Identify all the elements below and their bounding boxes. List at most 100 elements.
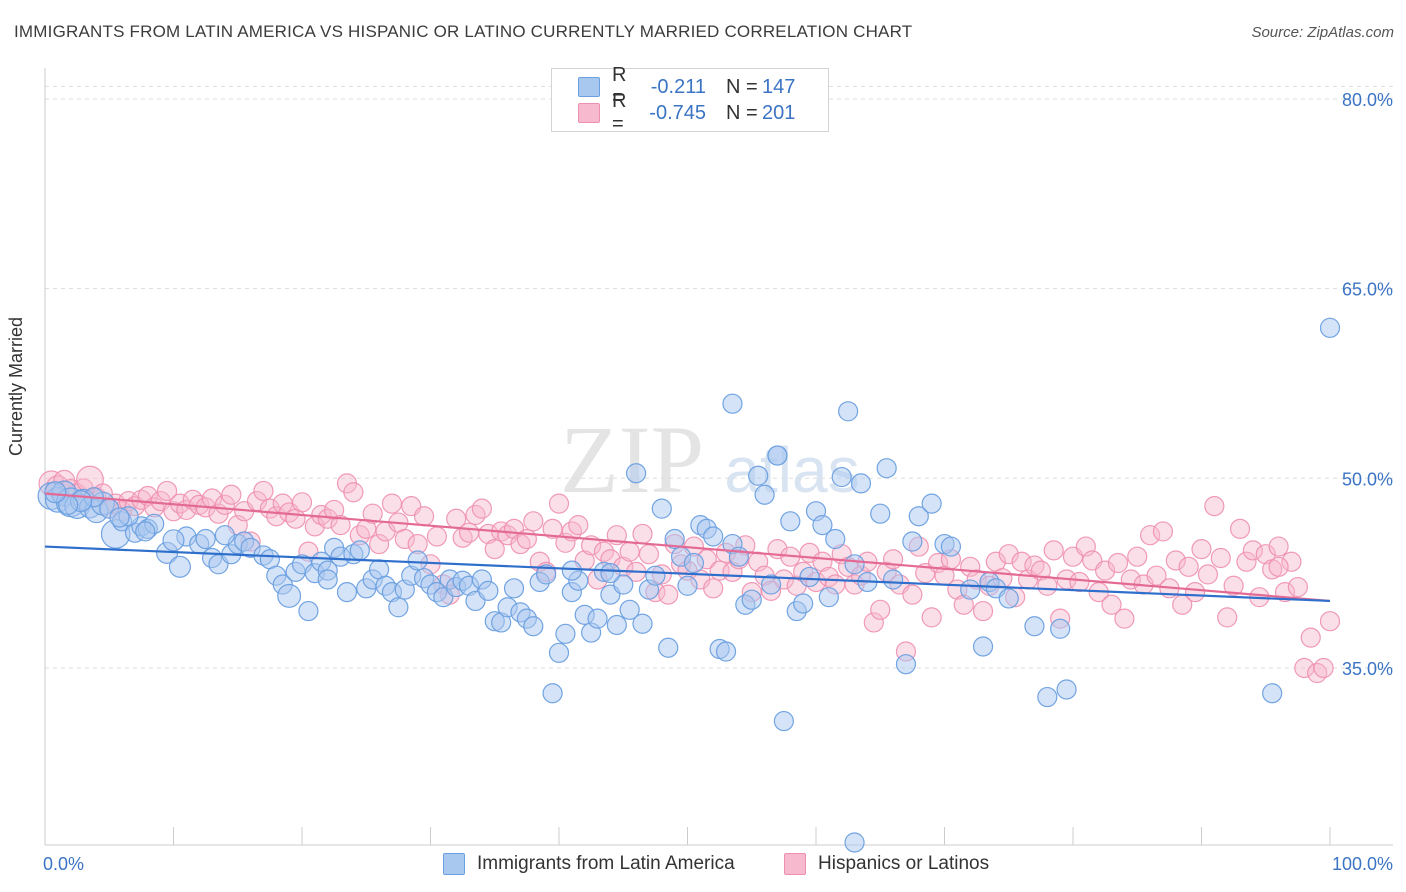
immigrants-point xyxy=(1262,683,1283,704)
immigrants-point xyxy=(214,525,235,546)
immigrants-point xyxy=(606,614,627,636)
immigrants-point xyxy=(1319,317,1341,338)
hispanics-point xyxy=(1217,607,1238,628)
hispanics-point xyxy=(156,480,178,502)
immigrants-point xyxy=(780,511,801,532)
hispanics-point xyxy=(426,526,448,547)
hispanics-point xyxy=(330,514,351,536)
hispanics-point xyxy=(1043,540,1064,561)
immigrants-point xyxy=(625,463,647,484)
hispanics-trend-line xyxy=(44,492,1331,603)
hispanics-point xyxy=(381,493,403,514)
n-value: 147 xyxy=(762,75,796,98)
hispanics-point xyxy=(1114,608,1135,629)
immigrants-point xyxy=(349,540,370,561)
immigrants-point xyxy=(536,564,557,585)
hispanics-point xyxy=(471,498,492,519)
stats-legend-row-blue: R = -0.211 N = 147 xyxy=(552,64,796,109)
immigrants-point xyxy=(703,526,724,547)
hispanics-point xyxy=(870,599,891,620)
hispanics-point xyxy=(638,544,660,565)
immigrants-point xyxy=(658,637,679,658)
hispanics-point xyxy=(1178,556,1199,577)
hispanics-point xyxy=(324,499,345,521)
immigrants-point xyxy=(336,582,358,603)
immigrants-point xyxy=(972,636,994,657)
hispanics-point xyxy=(1242,540,1264,561)
r-label: R = xyxy=(612,64,627,109)
immigrants-point xyxy=(754,484,775,505)
immigrants-point xyxy=(722,393,743,414)
legend-swatch-pink xyxy=(578,103,600,123)
immigrants-point xyxy=(135,521,156,542)
immigrants-point xyxy=(651,498,672,519)
immigrants-point xyxy=(818,587,839,608)
watermark: ZIP atlas xyxy=(560,406,860,513)
immigrants-point xyxy=(799,566,820,588)
hispanics-point xyxy=(1139,525,1161,546)
hispanics-point xyxy=(998,544,1019,565)
hispanics-point xyxy=(1011,551,1032,572)
r-label: R = xyxy=(612,90,627,135)
hispanics-point xyxy=(1107,552,1129,574)
immigrants-point xyxy=(632,613,653,634)
immigrants-point xyxy=(645,565,666,586)
immigrants-point xyxy=(1037,686,1058,708)
immigrants-point xyxy=(844,554,865,575)
immigrants-point xyxy=(109,507,130,528)
immigrants-point xyxy=(793,593,814,614)
hispanics-point xyxy=(1197,564,1219,585)
hispanics-point xyxy=(458,522,480,543)
hispanics-point xyxy=(1127,546,1148,567)
hispanics-point xyxy=(1281,551,1302,572)
hispanics-point xyxy=(1255,544,1276,565)
hispanics-point xyxy=(902,584,923,605)
n-label: N = xyxy=(726,75,758,98)
hispanics-point xyxy=(1313,657,1334,679)
immigrants-point xyxy=(683,552,705,574)
r-value: -0.211 xyxy=(650,75,706,98)
hispanics-point xyxy=(1287,576,1308,598)
hispanics-point xyxy=(1184,582,1206,603)
immigrants-point xyxy=(748,465,769,486)
y-axis-label: Currently Married xyxy=(6,316,26,456)
immigrants-point xyxy=(831,466,852,488)
tick-labels: 35.0% 50.0% 65.0% 80.0% 0.0% 100.0% xyxy=(43,90,1393,874)
immigrants-point xyxy=(162,529,185,552)
hispanics-point xyxy=(1268,556,1289,577)
y-tick-label: 50.0% xyxy=(1342,469,1393,489)
n-value: 201 xyxy=(762,101,796,124)
axes xyxy=(44,68,1393,846)
immigrants-point xyxy=(902,531,923,552)
immigrants-point xyxy=(195,528,216,550)
immigrants-point xyxy=(613,574,634,595)
immigrants-point xyxy=(523,616,544,637)
n-label: N = xyxy=(726,101,758,124)
immigrants-point xyxy=(876,458,897,479)
hispanics-point xyxy=(1210,547,1231,569)
hispanics-point xyxy=(568,514,589,536)
y-tick-label: 35.0% xyxy=(1342,659,1393,679)
immigrants-point xyxy=(998,588,1019,609)
immigrants-points xyxy=(37,317,1341,853)
immigrants-point xyxy=(587,608,608,629)
hispanics-point xyxy=(253,480,274,502)
x-tick-label: 100.0% xyxy=(1332,854,1393,874)
immigrants-point xyxy=(825,528,846,550)
immigrants-point xyxy=(664,528,685,550)
hispanics-point xyxy=(619,541,640,562)
legend-swatch-blue xyxy=(578,77,600,97)
hispanics-point xyxy=(221,484,242,505)
immigrants-point xyxy=(478,580,499,601)
immigrants-point xyxy=(882,569,904,590)
immigrants-point xyxy=(548,642,570,663)
immigrants-point xyxy=(850,473,872,494)
immigrants-point xyxy=(619,599,640,620)
hispanics-point xyxy=(658,584,679,605)
hispanics-point xyxy=(1101,594,1122,615)
source-label: Source: ZipAtlas.com xyxy=(1251,24,1394,41)
immigrants-point xyxy=(277,583,302,608)
trend-lines xyxy=(44,492,1331,603)
immigrants-point xyxy=(715,641,737,662)
immigrants-point xyxy=(677,575,698,596)
